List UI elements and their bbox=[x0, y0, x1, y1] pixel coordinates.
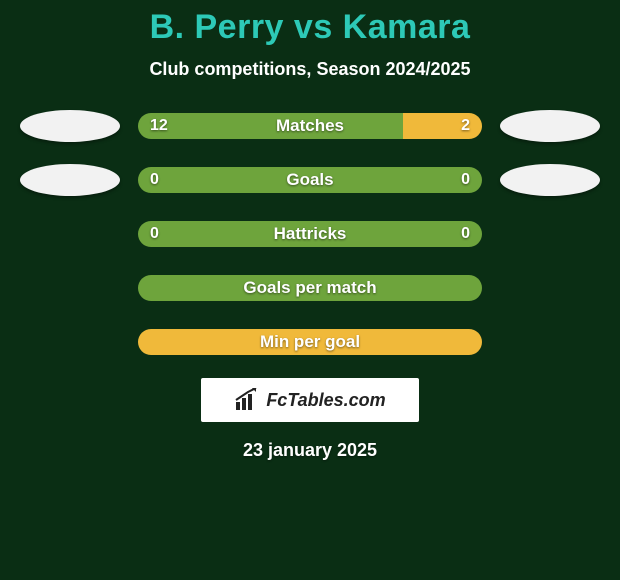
stat-bar-left-fill bbox=[138, 113, 403, 139]
stat-row: Matches122 bbox=[0, 110, 620, 142]
player-right-avatar bbox=[500, 164, 600, 196]
stat-bar: Matches122 bbox=[138, 113, 482, 139]
comparison-infographic: B. Perry vs Kamara Club competitions, Se… bbox=[0, 0, 620, 580]
player-right-avatar bbox=[500, 110, 600, 142]
stat-bar-left-fill bbox=[138, 275, 482, 301]
stat-bar: Hattricks00 bbox=[138, 221, 482, 247]
stat-bar: Goals per match bbox=[138, 275, 482, 301]
stat-row: Hattricks00 bbox=[0, 218, 620, 250]
stat-rows: Matches122 Goals00 Hattricks00 Goals per ma… bbox=[0, 110, 620, 358]
logo-text: FcTables.com bbox=[266, 390, 385, 411]
stat-row: Min per goal bbox=[0, 326, 620, 358]
date-text: 23 january 2025 bbox=[0, 440, 620, 461]
stat-bar-right-fill bbox=[403, 113, 482, 139]
stat-bar-left-fill bbox=[138, 167, 482, 193]
stat-bar-right-fill bbox=[138, 329, 482, 355]
stat-bar: Min per goal bbox=[138, 329, 482, 355]
stat-bar-left-fill bbox=[138, 221, 482, 247]
logo-box: FcTables.com bbox=[201, 378, 419, 422]
stat-bar: Goals00 bbox=[138, 167, 482, 193]
stat-row: Goals per match bbox=[0, 272, 620, 304]
logo-chart-icon bbox=[234, 388, 260, 412]
player-left-avatar bbox=[20, 110, 120, 142]
page-title: B. Perry vs Kamara bbox=[0, 0, 620, 47]
stat-row: Goals00 bbox=[0, 164, 620, 196]
player-left-avatar bbox=[20, 164, 120, 196]
page-subtitle: Club competitions, Season 2024/2025 bbox=[0, 59, 620, 80]
